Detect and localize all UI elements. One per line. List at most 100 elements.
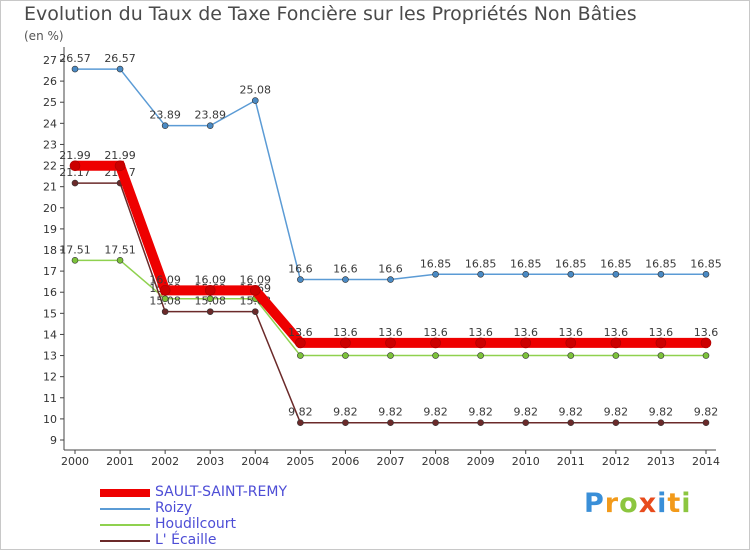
logo-letter: x — [638, 488, 658, 519]
data-point — [702, 419, 710, 426]
x-tick-label: 2013 — [647, 455, 675, 468]
legend-swatch — [100, 489, 150, 497]
data-point — [430, 337, 441, 349]
series-line — [75, 68, 706, 281]
data-point — [385, 337, 396, 349]
logo-letter: o — [619, 488, 639, 519]
logo-letter: t — [667, 488, 682, 519]
data-point — [567, 419, 575, 426]
data-label: 16.09 — [149, 273, 181, 286]
data-label: 17.51 — [59, 243, 91, 256]
legend-label: L' Écaille — [155, 532, 217, 548]
series-line — [75, 160, 706, 348]
data-point — [432, 352, 439, 359]
legend-label: Houdilcourt — [155, 516, 237, 532]
data-label: 23.89 — [149, 109, 181, 122]
x-tick-label: 2002 — [151, 455, 179, 468]
data-label: 25.08 — [240, 84, 272, 97]
data-point — [116, 65, 124, 73]
data-label: 9.82 — [288, 406, 313, 419]
data-point — [702, 352, 710, 359]
x-tick-label: 2008 — [422, 455, 450, 468]
data-label: 16.09 — [194, 273, 226, 286]
chart-unit-label: (en %) — [24, 29, 64, 43]
y-tick-label: 27 — [43, 54, 57, 67]
y-tick-label: 21 — [43, 181, 57, 194]
data-point — [249, 285, 261, 296]
data-point — [342, 419, 349, 426]
data-point — [612, 419, 620, 426]
data-label: 9.82 — [513, 406, 538, 419]
data-label: 16.85 — [420, 257, 452, 270]
data-point — [71, 65, 79, 73]
x-tick-label: 2003 — [196, 455, 224, 468]
y-tick-label: 20 — [43, 202, 57, 215]
data-point — [612, 352, 620, 359]
data-point — [116, 257, 124, 264]
logo-letter: i — [657, 488, 668, 519]
data-point — [206, 295, 214, 303]
data-label: 9.82 — [378, 406, 403, 419]
data-point — [477, 352, 484, 359]
y-tick-label: 17 — [43, 265, 57, 278]
y-tick-label: 24 — [43, 117, 57, 130]
legend-swatch — [100, 508, 150, 510]
y-tick-label: 10 — [43, 413, 57, 426]
data-label: 13.6 — [468, 326, 493, 339]
data-label: 9.82 — [333, 406, 358, 419]
data-label: 16.6 — [378, 263, 403, 276]
data-label: 16.85 — [600, 257, 632, 270]
data-label: 23.89 — [194, 109, 226, 122]
data-label: 16.6 — [333, 263, 358, 276]
data-point — [522, 270, 530, 278]
data-point — [477, 270, 484, 278]
data-point — [567, 270, 575, 278]
legend-swatch — [100, 540, 150, 542]
data-point — [297, 352, 304, 359]
data-label: 15.08 — [194, 295, 226, 308]
x-tick-label: 2007 — [377, 455, 405, 468]
data-point — [204, 285, 216, 296]
data-label: 16.85 — [645, 257, 677, 270]
y-tick-label: 9 — [50, 434, 57, 447]
x-tick-label: 2010 — [512, 455, 540, 468]
x-tick-label: 2001 — [106, 455, 134, 468]
data-point — [340, 337, 351, 349]
data-label: 16.09 — [240, 273, 272, 286]
x-tick-label: 2011 — [557, 455, 585, 468]
data-point — [520, 337, 532, 349]
data-label: 13.6 — [559, 326, 584, 339]
data-label: 9.82 — [694, 406, 719, 419]
data-point — [161, 295, 169, 303]
data-label: 15.08 — [149, 295, 181, 308]
y-tick-label: 13 — [43, 350, 57, 363]
data-label: 16.85 — [555, 257, 587, 270]
legend-swatch — [100, 524, 150, 526]
data-label: 16.85 — [465, 257, 497, 270]
data-point — [159, 285, 171, 296]
data-label: 9.82 — [468, 406, 493, 419]
data-label: 13.6 — [288, 326, 313, 339]
logo-letter: i — [681, 488, 692, 519]
data-point — [655, 337, 667, 349]
data-point — [297, 419, 304, 426]
y-tick-label: 18 — [43, 244, 57, 257]
data-label: 9.82 — [559, 406, 584, 419]
y-tick-label: 14 — [43, 328, 57, 341]
data-point — [114, 160, 126, 172]
data-label: 17.51 — [104, 243, 136, 256]
data-label: 13.6 — [513, 326, 538, 339]
data-label: 13.6 — [649, 326, 674, 339]
y-tick-label: 15 — [43, 307, 57, 320]
proxiti-logo: Proxiti — [584, 488, 692, 519]
data-label: 16.85 — [510, 257, 542, 270]
logo-letter: P — [584, 488, 605, 519]
legend-label: SAULT-SAINT-REMY — [155, 484, 288, 500]
data-point — [612, 270, 620, 278]
data-point — [251, 97, 259, 104]
data-point — [522, 352, 530, 359]
data-point — [387, 276, 394, 283]
data-point — [567, 352, 575, 359]
data-label: 13.6 — [423, 326, 448, 339]
data-point — [475, 337, 486, 349]
